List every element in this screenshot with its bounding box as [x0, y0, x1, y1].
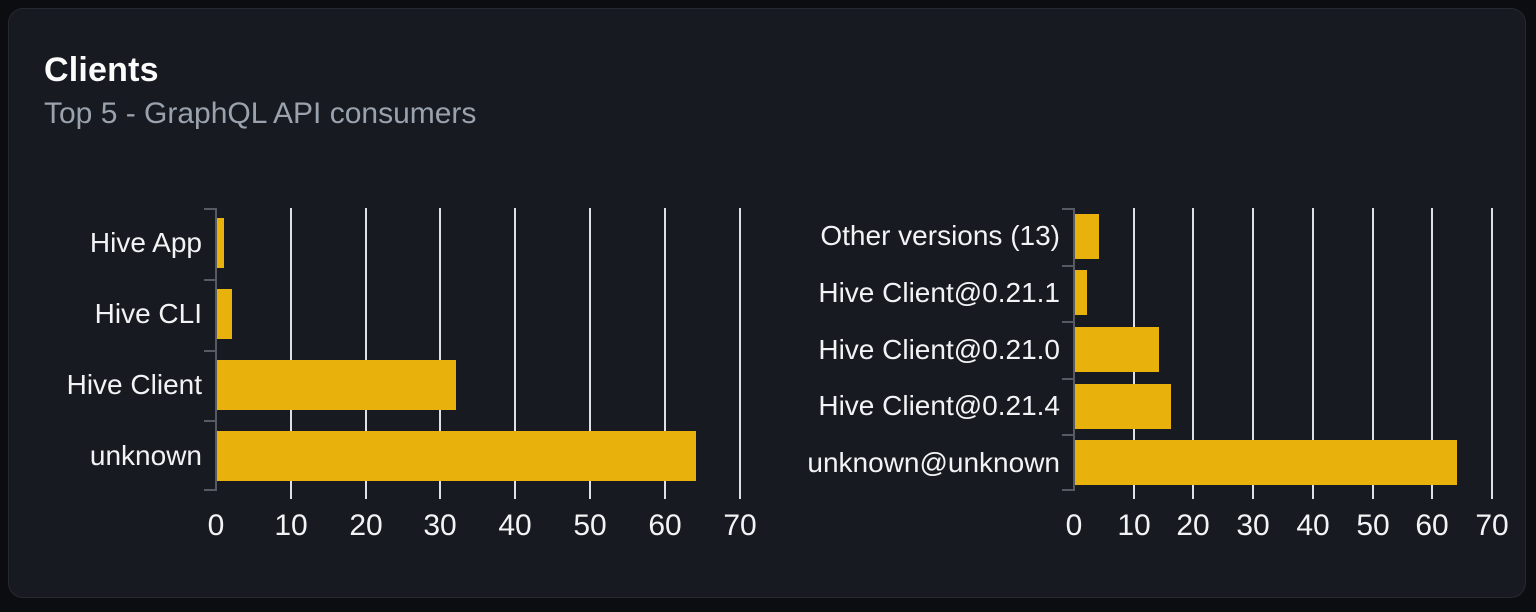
bar-unknown-unknown[interactable] — [1075, 440, 1457, 485]
x-tick-label: 10 — [274, 509, 308, 542]
x-tick-label: 50 — [573, 509, 607, 542]
x-tick-label: 40 — [1296, 509, 1330, 542]
card-title: Clients — [44, 51, 159, 89]
clients-by-name-chart: Hive App Hive CLI Hive Client unknown 0 10 20 3… — [9, 208, 769, 568]
gridline — [1252, 208, 1254, 499]
gridline — [1312, 208, 1314, 499]
x-tick-label: 60 — [1415, 509, 1449, 542]
category-label: Hive Client@0.21.4 — [818, 390, 1060, 421]
y-axis-tick — [204, 420, 215, 422]
category-label: Hive CLI — [94, 298, 202, 329]
bar-hive-client-0-21-0[interactable] — [1075, 327, 1159, 372]
card-subtitle: Top 5 - GraphQL API consumers — [44, 97, 477, 130]
gridline — [514, 208, 516, 499]
x-tick-label: 30 — [1236, 509, 1270, 542]
x-tick-label: 0 — [207, 509, 225, 542]
y-axis-tick — [1062, 434, 1073, 436]
x-tick-label: 70 — [1475, 509, 1509, 542]
clients-card: Clients Top 5 - GraphQL API consumers Hi… — [8, 8, 1526, 598]
gridline — [1372, 208, 1374, 499]
gridline — [589, 208, 591, 499]
gridline — [365, 208, 367, 499]
gridline — [1491, 208, 1493, 499]
bar-hive-client-0-21-4[interactable] — [1075, 384, 1171, 429]
category-label: unknown — [89, 440, 202, 471]
y-axis-tick — [204, 279, 215, 281]
x-tick-label: 20 — [349, 509, 383, 542]
category-label: Other versions (13) — [820, 220, 1060, 251]
x-tick-label: 30 — [423, 509, 457, 542]
y-axis-tick — [1062, 265, 1073, 267]
gridline — [1431, 208, 1433, 499]
x-tick-label: 60 — [648, 509, 682, 542]
gridline — [290, 208, 292, 499]
gridline — [664, 208, 666, 499]
y-axis-line — [1073, 208, 1075, 491]
category-label: Hive Client@0.21.0 — [818, 334, 1060, 365]
x-tick-label: 20 — [1176, 509, 1210, 542]
y-axis-tick — [1062, 321, 1073, 323]
x-tick-label: 70 — [723, 509, 757, 542]
category-label: Hive Client@0.21.1 — [818, 277, 1060, 308]
bar-hive-app[interactable] — [217, 218, 224, 268]
x-tick-label: 40 — [498, 509, 532, 542]
y-axis-tick — [204, 208, 215, 210]
bar-hive-cli[interactable] — [217, 289, 232, 339]
y-axis-tick — [204, 350, 215, 352]
gridline — [1192, 208, 1194, 499]
category-label: unknown@unknown — [807, 447, 1060, 478]
y-axis-line — [215, 208, 217, 491]
y-axis-tick — [1062, 489, 1073, 491]
y-axis-tick — [1062, 378, 1073, 380]
plot-area — [1062, 208, 1498, 499]
bar-hive-client[interactable] — [217, 360, 456, 410]
y-axis-tick — [204, 489, 215, 491]
x-tick-label: 0 — [1065, 509, 1083, 542]
x-tick-label: 50 — [1356, 509, 1390, 542]
clients-by-version-chart: Other versions (13) Hive Client@0.21.1 Hiv… — [769, 208, 1521, 568]
category-label: Hive App — [89, 227, 202, 258]
gridline — [439, 208, 441, 499]
y-axis-tick — [1062, 208, 1073, 210]
x-tick-label: 10 — [1117, 509, 1151, 542]
category-label: Hive Client — [66, 369, 202, 400]
bar-other-versions-13[interactable] — [1075, 214, 1099, 259]
bar-unknown[interactable] — [217, 431, 696, 481]
bar-hive-client-0-21-1[interactable] — [1075, 270, 1087, 315]
plot-area — [204, 208, 747, 499]
gridline — [739, 208, 741, 499]
